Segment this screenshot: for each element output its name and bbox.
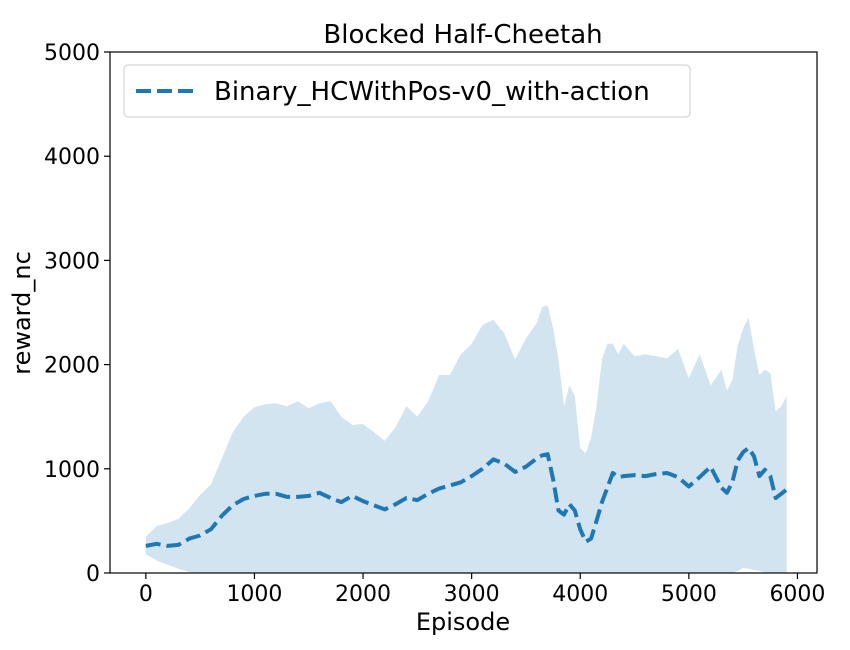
x-tick-label-5000: 5000: [661, 582, 717, 607]
x-tick-label-3000: 3000: [444, 582, 500, 607]
legend-label: Binary_HCWithPos-v0_with-action: [214, 77, 650, 107]
y-tick-label-5000: 5000: [44, 41, 100, 66]
axes-frame: [109, 51, 818, 574]
series-line-0: [145, 446, 788, 548]
plot-area: [145, 305, 788, 573]
x-tick-label-2000: 2000: [335, 582, 391, 607]
y-axis-label: reward_nc: [8, 251, 36, 375]
x-tick-label-6000: 6000: [769, 582, 825, 607]
x-tick-label-1000: 1000: [226, 582, 282, 607]
y-tick-label-4000: 4000: [44, 145, 100, 170]
x-axis-label: Episode: [416, 608, 510, 636]
legend-frame: [123, 64, 691, 118]
y-tick-label-1000: 1000: [44, 458, 100, 483]
chart-title: Blocked Half-Cheetah: [323, 20, 602, 50]
axes: 0 1000 2000 3000 4000 5000 6000 0 1000 2000 3000 40…: [44, 41, 825, 607]
confidence-band-0: [145, 305, 787, 573]
y-tick-label-2000: 2000: [44, 354, 100, 379]
y-tick-label-3000: 3000: [44, 249, 100, 274]
legend: Binary_HCWithPos-v0_with-action: [123, 64, 691, 118]
y-tick-label-0: 0: [86, 562, 100, 587]
x-tick-label-0: 0: [139, 582, 153, 607]
x-tick-label-4000: 4000: [552, 582, 608, 607]
